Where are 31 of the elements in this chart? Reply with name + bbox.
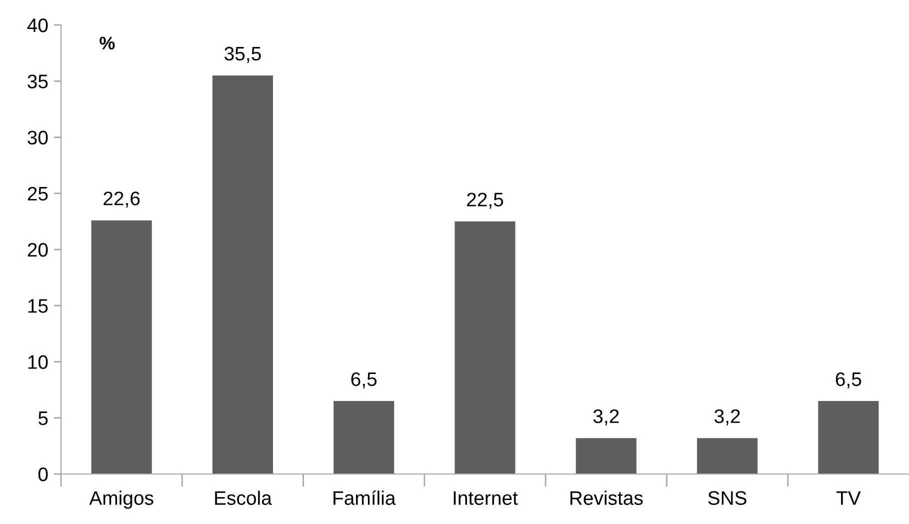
- bar: [212, 76, 273, 474]
- bar: [91, 220, 152, 474]
- data-label: 22,5: [467, 192, 504, 209]
- bar: [697, 438, 758, 474]
- x-tick-label: TV: [836, 491, 861, 505]
- y-tick-label: 5: [38, 412, 48, 426]
- x-tick-label: Escola: [215, 490, 272, 505]
- data-label: 6,5: [351, 372, 377, 388]
- x-tick-label: Revistas: [570, 490, 643, 505]
- x-tick-label: Amigos: [89, 490, 154, 509]
- bar: [334, 401, 394, 474]
- y-axis-title: %: [100, 36, 115, 50]
- data-label: 6,5: [836, 372, 862, 388]
- data-label: 3,2: [593, 409, 619, 426]
- data-label: 3,2: [714, 409, 740, 426]
- x-tick-label: Internet: [454, 491, 518, 505]
- data-label: 35,5: [224, 46, 261, 63]
- bar: [818, 401, 879, 474]
- y-tick-label: 15: [28, 299, 48, 313]
- y-tick-label: 0: [38, 467, 48, 482]
- y-tick-label: 30: [28, 130, 48, 144]
- y-tick-label: 35: [28, 74, 48, 88]
- x-tick-label: SNS: [708, 491, 746, 505]
- y-tick-label: 25: [28, 186, 48, 201]
- y-tick-label: 20: [28, 242, 48, 257]
- data-label: 22,6: [104, 192, 140, 208]
- y-tick-label: 10: [28, 355, 48, 369]
- x-tick-label: Família: [334, 490, 396, 505]
- bar: [576, 438, 636, 474]
- y-tick-label: 40: [27, 18, 48, 32]
- bar: [454, 221, 516, 474]
